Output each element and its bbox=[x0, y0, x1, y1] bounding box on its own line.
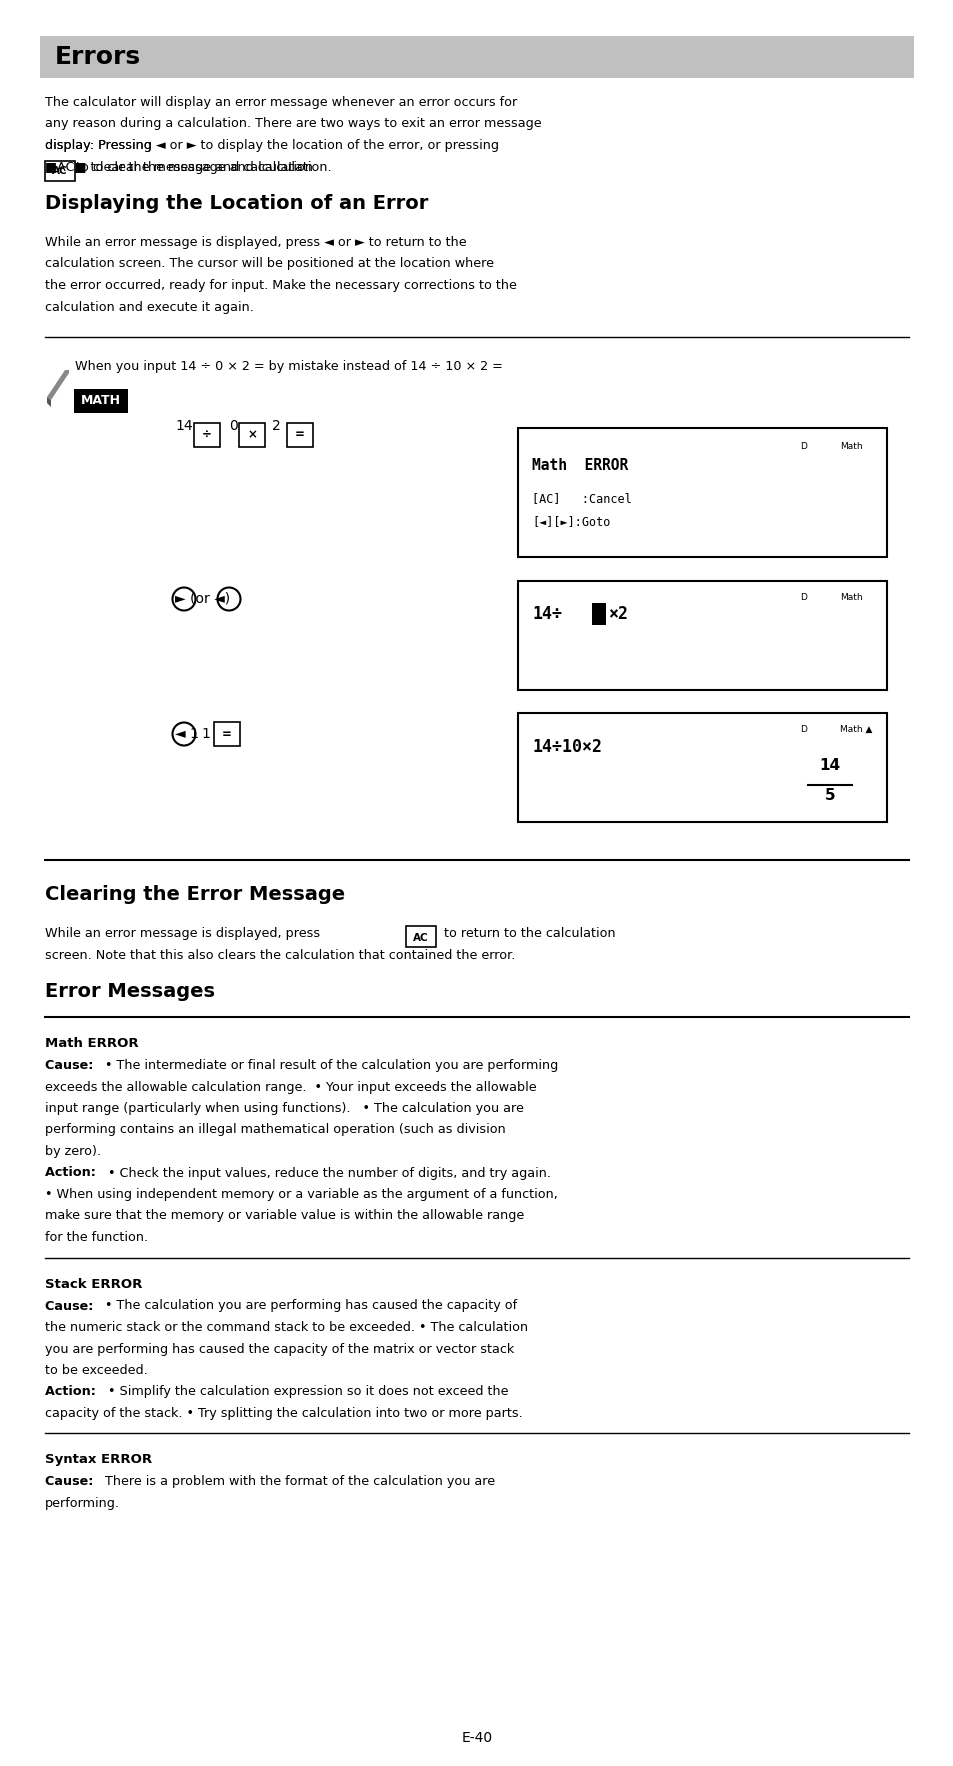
FancyBboxPatch shape bbox=[193, 424, 220, 447]
Text: Action:: Action: bbox=[45, 1167, 100, 1180]
FancyBboxPatch shape bbox=[213, 722, 240, 745]
Text: MATH: MATH bbox=[81, 394, 121, 408]
Text: 14: 14 bbox=[174, 419, 193, 433]
Text: Math: Math bbox=[840, 593, 862, 602]
Text: The calculator will display an error message whenever an error occurs for: The calculator will display an error mes… bbox=[45, 95, 517, 109]
Text: Cause:: Cause: bbox=[45, 1060, 98, 1072]
Text: AC: AC bbox=[52, 166, 68, 177]
Text: ×2: ×2 bbox=[607, 606, 627, 623]
Text: calculation screen. The cursor will be positioned at the location where: calculation screen. The cursor will be p… bbox=[45, 258, 494, 270]
Text: [◄][►]:Goto: [◄][►]:Goto bbox=[532, 516, 610, 528]
Text: capacity of the stack. • Try splitting the calculation into two or more parts.: capacity of the stack. • Try splitting t… bbox=[45, 1408, 522, 1420]
Text: D: D bbox=[800, 593, 806, 602]
Text: you are performing has caused the capacity of the matrix or vector stack: you are performing has caused the capaci… bbox=[45, 1342, 514, 1356]
Text: =: = bbox=[294, 429, 305, 442]
Text: When you input 14 ÷ 0 × 2 = by mistake instead of 14 ÷ 10 × 2 =: When you input 14 ÷ 0 × 2 = by mistake i… bbox=[75, 360, 502, 373]
Text: ■AC■ to clear the message and calculation.: ■AC■ to clear the message and calculatio… bbox=[45, 161, 332, 173]
Text: for the function.: for the function. bbox=[45, 1231, 148, 1243]
Text: ÷: ÷ bbox=[202, 429, 212, 442]
Text: Clearing the Error Message: Clearing the Error Message bbox=[45, 885, 345, 904]
FancyBboxPatch shape bbox=[592, 602, 605, 625]
Text: D: D bbox=[800, 726, 806, 735]
Text: E-40: E-40 bbox=[461, 1731, 492, 1745]
FancyBboxPatch shape bbox=[74, 389, 128, 413]
Text: 5: 5 bbox=[823, 788, 835, 804]
Text: Displaying the Location of an Error: Displaying the Location of an Error bbox=[45, 194, 428, 214]
Text: Math  ERROR: Math ERROR bbox=[532, 457, 628, 473]
Text: 0: 0 bbox=[229, 419, 237, 433]
Text: performing contains an illegal mathematical operation (such as division: performing contains an illegal mathemati… bbox=[45, 1123, 505, 1137]
Text: 2: 2 bbox=[272, 419, 280, 433]
Text: the error occurred, ready for input. Make the necessary corrections to the: the error occurred, ready for input. Mak… bbox=[45, 279, 517, 291]
Text: There is a problem with the format of the calculation you are: There is a problem with the format of th… bbox=[105, 1476, 495, 1489]
Text: display: Pressing ◄ or ► to display the location of the error, or pressing: display: Pressing ◄ or ► to display the … bbox=[45, 140, 498, 152]
Text: Syntax ERROR: Syntax ERROR bbox=[45, 1453, 152, 1466]
FancyBboxPatch shape bbox=[287, 424, 313, 447]
Text: to return to the calculation: to return to the calculation bbox=[439, 927, 615, 940]
FancyBboxPatch shape bbox=[239, 424, 265, 447]
Text: • The calculation you are performing has caused the capacity of: • The calculation you are performing has… bbox=[105, 1300, 517, 1312]
Text: display: Pressing: display: Pressing bbox=[45, 140, 155, 152]
Text: • Simplify the calculation expression so it does not exceed the: • Simplify the calculation expression so… bbox=[108, 1386, 508, 1399]
Text: Errors: Errors bbox=[55, 44, 141, 69]
Text: 14: 14 bbox=[819, 758, 840, 774]
Text: D: D bbox=[800, 442, 806, 450]
FancyBboxPatch shape bbox=[517, 713, 886, 821]
Text: Math ▲: Math ▲ bbox=[840, 726, 871, 735]
Text: to be exceeded.: to be exceeded. bbox=[45, 1363, 148, 1377]
Text: Error Messages: Error Messages bbox=[45, 982, 214, 1001]
Text: to clear the message and calculation.: to clear the message and calculation. bbox=[76, 161, 316, 173]
Text: Math: Math bbox=[840, 442, 862, 450]
Text: ×: × bbox=[247, 429, 256, 442]
Text: Stack ERROR: Stack ERROR bbox=[45, 1277, 142, 1291]
Text: the numeric stack or the command stack to be exceeded. • The calculation: the numeric stack or the command stack t… bbox=[45, 1321, 528, 1333]
Text: make sure that the memory or variable value is within the allowable range: make sure that the memory or variable va… bbox=[45, 1210, 524, 1222]
FancyBboxPatch shape bbox=[517, 581, 886, 691]
Text: 1: 1 bbox=[201, 728, 210, 742]
Text: Cause:: Cause: bbox=[45, 1476, 98, 1489]
Text: Cause:: Cause: bbox=[45, 1300, 98, 1312]
Text: [AC]   :Cancel: [AC] :Cancel bbox=[532, 493, 631, 505]
Text: • The intermediate or final result of the calculation you are performing: • The intermediate or final result of th… bbox=[105, 1060, 558, 1072]
Text: screen. Note that this also clears the calculation that contained the error.: screen. Note that this also clears the c… bbox=[45, 948, 515, 961]
Text: any reason during a calculation. There are two ways to exit an error message: any reason during a calculation. There a… bbox=[45, 118, 541, 131]
Text: input range (particularly when using functions).   • The calculation you are: input range (particularly when using fun… bbox=[45, 1102, 523, 1114]
FancyBboxPatch shape bbox=[45, 161, 75, 180]
Text: performing.: performing. bbox=[45, 1498, 120, 1510]
Text: 14÷: 14÷ bbox=[532, 606, 561, 623]
Text: ◄ 1: ◄ 1 bbox=[174, 728, 198, 742]
Polygon shape bbox=[47, 371, 69, 401]
Text: Action:: Action: bbox=[45, 1386, 100, 1399]
Text: exceeds the allowable calculation range.  • Your input exceeds the allowable: exceeds the allowable calculation range.… bbox=[45, 1081, 536, 1093]
Text: Math ERROR: Math ERROR bbox=[45, 1037, 138, 1051]
Text: • When using independent memory or a variable as the argument of a function,: • When using independent memory or a var… bbox=[45, 1189, 558, 1201]
Text: =: = bbox=[222, 728, 232, 740]
Text: by zero).: by zero). bbox=[45, 1144, 101, 1158]
FancyBboxPatch shape bbox=[40, 35, 913, 78]
Text: AC: AC bbox=[413, 932, 428, 943]
FancyBboxPatch shape bbox=[517, 427, 886, 556]
FancyBboxPatch shape bbox=[406, 925, 436, 947]
Text: While an error message is displayed, press ◄ or ► to return to the: While an error message is displayed, pre… bbox=[45, 237, 466, 249]
Text: calculation and execute it again.: calculation and execute it again. bbox=[45, 300, 253, 314]
Polygon shape bbox=[47, 397, 51, 406]
Text: • Check the input values, reduce the number of digits, and try again.: • Check the input values, reduce the num… bbox=[108, 1167, 551, 1180]
Text: 14÷10×2: 14÷10×2 bbox=[532, 738, 601, 756]
Text: While an error message is displayed, press: While an error message is displayed, pre… bbox=[45, 927, 324, 940]
Text: ► (or ◄): ► (or ◄) bbox=[174, 592, 230, 606]
